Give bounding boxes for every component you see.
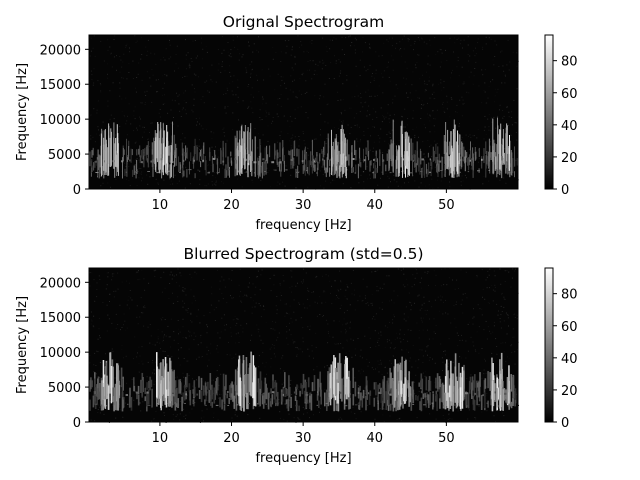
bright-cluster bbox=[236, 125, 256, 178]
y-tick-label: 20000 bbox=[40, 43, 81, 58]
bright-cluster bbox=[492, 117, 510, 179]
colorbar-tick-label: 60 bbox=[561, 87, 578, 102]
bright-cluster bbox=[156, 352, 172, 411]
y-tick-label: 5000 bbox=[48, 148, 81, 163]
colorbar-gradient bbox=[544, 267, 554, 423]
colorbar-gradient bbox=[544, 34, 554, 190]
bright-cluster bbox=[392, 119, 410, 178]
x-tick-label: 40 bbox=[366, 431, 383, 446]
colorbar-tick-label: 40 bbox=[561, 119, 578, 134]
y-tick-label: 15000 bbox=[40, 78, 81, 93]
bright-cluster bbox=[100, 123, 119, 177]
colorbar: 0 20 40 60 80 bbox=[544, 34, 578, 198]
bright-cluster bbox=[393, 359, 411, 410]
chart-title: Blurred Spectrogram (std=0.5) bbox=[184, 245, 424, 263]
y-tick-label: 5000 bbox=[48, 381, 81, 396]
x-tick-label: 30 bbox=[295, 198, 312, 213]
chart-title: Orignal Spectrogram bbox=[223, 13, 384, 31]
y-tick-label: 0 bbox=[73, 416, 81, 431]
colorbar-tick-label: 40 bbox=[561, 352, 578, 367]
colorbar-tick-label: 20 bbox=[561, 151, 578, 166]
x-axis-label: frequency [Hz] bbox=[255, 218, 351, 233]
y-tick-label: 0 bbox=[73, 183, 81, 198]
x-tick-label: 40 bbox=[366, 198, 383, 213]
y-axis-label: Frequency [Hz] bbox=[15, 63, 30, 161]
colorbar-tick-label: 80 bbox=[561, 55, 578, 70]
y-tick-label: 20000 bbox=[40, 276, 81, 291]
bright-cluster bbox=[154, 121, 173, 179]
bright-cluster bbox=[491, 357, 510, 412]
colorbar-tick-label: 0 bbox=[561, 416, 569, 431]
bright-cluster bbox=[444, 359, 464, 412]
x-tick-label: 50 bbox=[438, 431, 455, 446]
x-tick-label: 20 bbox=[223, 431, 240, 446]
x-tick-label: 50 bbox=[438, 198, 455, 213]
bright-cluster bbox=[100, 360, 120, 411]
x-tick-label: 30 bbox=[295, 431, 312, 446]
bright-cluster bbox=[237, 351, 257, 412]
colorbar-tick-label: 20 bbox=[561, 384, 578, 399]
colorbar-tick-label: 60 bbox=[561, 320, 578, 335]
colorbar: 0 20 40 60 80 bbox=[544, 267, 578, 431]
y-axis-label: Frequency [Hz] bbox=[15, 296, 30, 394]
bright-cluster bbox=[445, 122, 460, 178]
y-tick-label: 15000 bbox=[40, 311, 81, 326]
y-tick-label: 10000 bbox=[40, 113, 81, 128]
colorbar-tick-label: 80 bbox=[561, 288, 578, 303]
x-tick-label: 10 bbox=[152, 198, 169, 213]
bright-cluster bbox=[331, 124, 347, 179]
y-tick-label: 10000 bbox=[40, 346, 81, 361]
colorbar-tick-label: 0 bbox=[561, 183, 569, 198]
spectrogram-panel-2: 10 20 30 40 50 0 5000 10000 15000 20000 Blurred Sp… bbox=[15, 245, 578, 466]
spectrogram-panel-1: 10 20 30 40 50 0 5000 10000 15000 20000 Orignal Sp… bbox=[15, 13, 578, 233]
x-axis-label: frequency [Hz] bbox=[255, 451, 351, 466]
x-tick-label: 10 bbox=[152, 431, 169, 446]
bright-cluster bbox=[329, 355, 350, 412]
x-tick-label: 20 bbox=[223, 198, 240, 213]
